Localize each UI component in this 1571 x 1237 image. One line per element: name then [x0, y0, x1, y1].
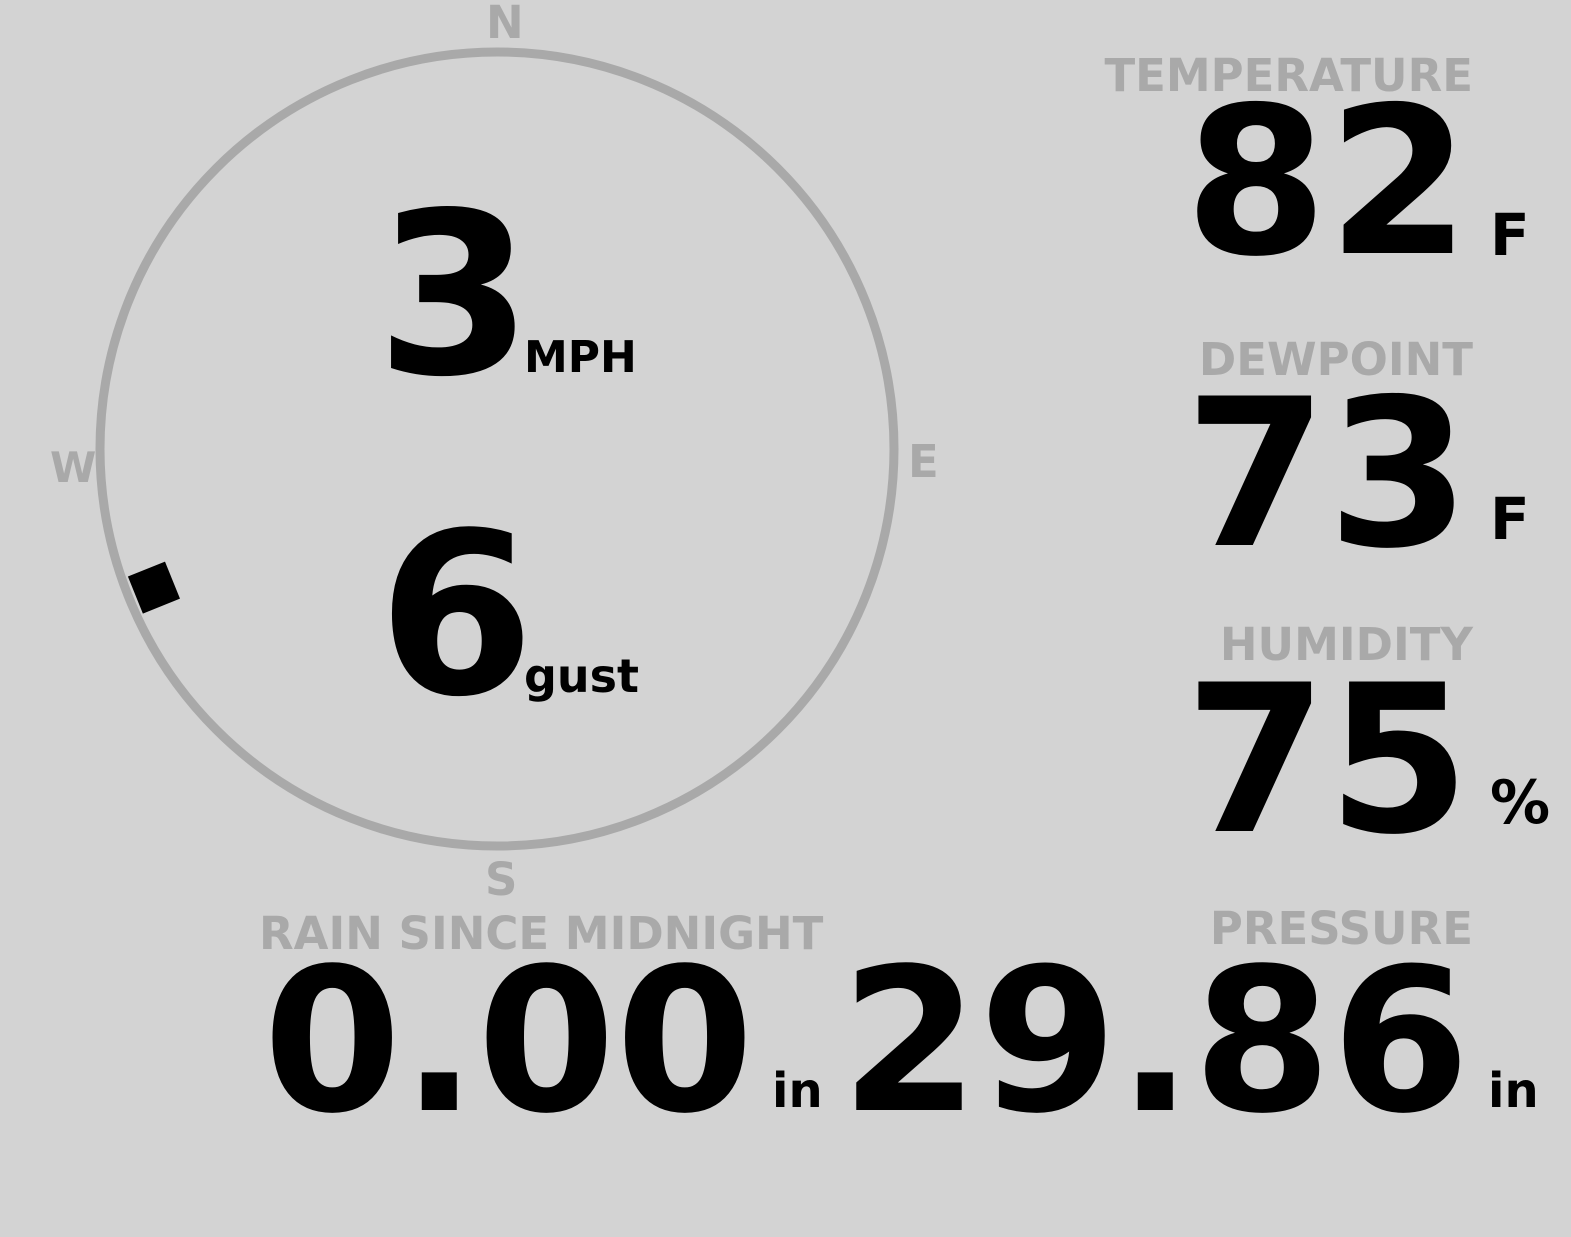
compass-west-label: W [50, 443, 97, 492]
compass-ring [95, 47, 899, 851]
humidity-value: 75 [1184, 642, 1470, 880]
compass-north-label: N [486, 0, 524, 49]
wind-gust-label: gust [524, 649, 640, 703]
humidity-unit: % [1490, 768, 1551, 838]
wind-speed-value: 3 [376, 165, 533, 427]
temperature-unit: F [1490, 201, 1530, 269]
rain-label: RAIN SINCE MIDNIGHT [259, 907, 824, 960]
pressure-label: PRESSURE [1209, 902, 1473, 955]
pressure-value: 29.86 [840, 925, 1470, 1157]
dewpoint-unit: F [1490, 485, 1530, 553]
temperature-value: 82 [1184, 64, 1470, 302]
compass-south-label: S [485, 853, 518, 906]
wind-direction-marker [127, 561, 180, 614]
temperature-label: TEMPERATURE [1104, 49, 1473, 102]
rain-value: 0.00 [263, 925, 754, 1157]
humidity-label: HUMIDITY [1219, 618, 1473, 671]
pressure-unit: in [1488, 1063, 1539, 1119]
dewpoint-value: 73 [1184, 356, 1470, 594]
compass-east-label: E [908, 435, 939, 488]
wind-speed-unit: MPH [524, 332, 637, 383]
dewpoint-label: DEWPOINT [1198, 333, 1473, 386]
wind-gust-value: 6 [378, 485, 535, 747]
rain-unit: in [772, 1063, 823, 1119]
